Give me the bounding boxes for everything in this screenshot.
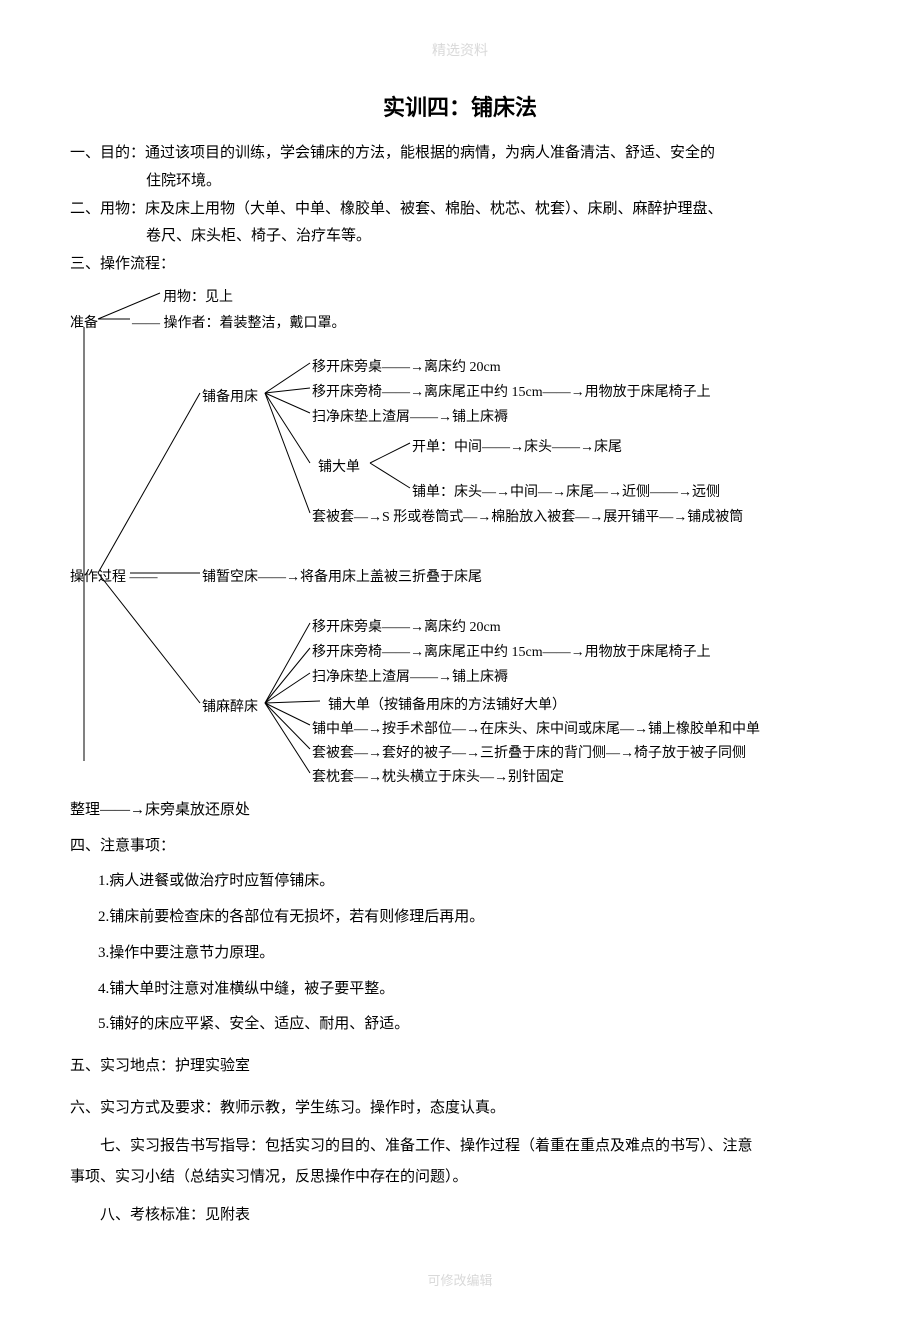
- sb-clean: 扫净床垫上渣屑——→铺上床褥: [312, 405, 508, 431]
- sb-beitao: 套被套—→S 形或卷筒式—→棉胎放入被套—→展开铺平—→铺成被筒: [312, 505, 743, 531]
- section-2: 二、用物：床及床上用物（大单、中单、橡胶单、被套、棉胎、枕芯、枕套）、床刷、麻醉…: [70, 196, 850, 224]
- section-2-text: 床及床上用物（大单、中单、橡胶单、被套、棉胎、枕芯、枕套）、床刷、麻醉护理盘、: [145, 201, 723, 217]
- watermark-bottom: 可修改编辑: [70, 1270, 850, 1289]
- section-1: 一、目的：通过该项目的训练，学会铺床的方法，能根据的病情，为病人准备清洁、舒适、…: [70, 140, 850, 168]
- section-4: 四、注意事项：: [70, 833, 850, 861]
- sb-move-table: 移开床旁桌——→离床约 20cm: [312, 355, 501, 381]
- sb-open: 开单：中间——→床头——→床尾: [412, 435, 622, 461]
- note-1: 1.病人进餐或做治疗时应暂停铺床。: [70, 868, 850, 896]
- ma-dadan: 铺大单（按铺备用床的方法铺好大单）: [328, 693, 566, 719]
- node-process: 操作过程 ——: [70, 565, 158, 591]
- sb-dadan: 铺大单: [318, 455, 360, 481]
- section-8: 八、考核标准：见附表: [70, 1202, 850, 1230]
- section-3-label: 三、操作流程：: [70, 256, 175, 272]
- sb-move-chair: 移开床旁椅——→离床尾正中约 15cm——→用物放于床尾椅子上: [312, 380, 711, 406]
- section-1-cont: 住院环境。: [70, 168, 850, 196]
- note-3: 3.操作中要注意节力原理。: [70, 940, 850, 968]
- node-prep-operator: —— 操作者：着装整洁，戴口罩。: [132, 311, 346, 337]
- ma-move-table: 移开床旁桌——→离床约 20cm: [312, 615, 501, 641]
- note-2: 2.铺床前要检查床的各部位有无损坏，若有则修理后再用。: [70, 904, 850, 932]
- section-7a: 七、实习报告书写指导：包括实习的目的、准备工作、操作过程（着重在重点及难点的书写…: [70, 1133, 850, 1161]
- node-spare-bed: 铺备用床: [202, 385, 258, 411]
- body: 一、目的：通过该项目的训练，学会铺床的方法，能根据的病情，为病人准备清洁、舒适、…: [70, 140, 850, 1230]
- section-6: 六、实习方式及要求：教师示教，学生练习。操作时，态度认真。: [70, 1095, 850, 1123]
- ma-zhentao: 套枕套—→枕头横立于床头—→别针固定: [312, 765, 564, 791]
- ma-beitao: 套被套—→套好的被子—→三折叠于床的背门侧—→椅子放于被子同侧: [312, 741, 746, 767]
- node-tidy: 整理——→床旁桌放还原处: [70, 797, 850, 825]
- page: 精选资料 实训四：铺床法 一、目的：通过该项目的训练，学会铺床的方法，能根据的病…: [0, 0, 920, 1319]
- section-5: 五、实习地点：护理实验室: [70, 1053, 850, 1081]
- note-4: 4.铺大单时注意对准横纵中缝，被子要平整。: [70, 976, 850, 1004]
- node-ma-bed: 铺麻醉床: [202, 695, 258, 721]
- section-3: 三、操作流程：: [70, 251, 850, 279]
- node-prep: 准备: [70, 311, 98, 337]
- ma-move-chair: 移开床旁椅——→离床尾正中约 15cm——→用物放于床尾椅子上: [312, 640, 711, 666]
- sb-pudan: 铺单：床头—→中间—→床尾—→近侧——→远侧: [412, 480, 720, 506]
- node-prep-items: 用物：见上: [163, 285, 233, 311]
- section-1-text: 通过该项目的训练，学会铺床的方法，能根据的病情，为病人准备清洁、舒适、安全的: [145, 145, 715, 161]
- note-5: 5.铺好的床应平紧、安全、适应、耐用、舒适。: [70, 1011, 850, 1039]
- node-temp-bed: 铺暂空床——→将备用床上盖被三折叠于床尾: [202, 565, 482, 591]
- document-title: 实训四：铺床法: [70, 90, 850, 122]
- section-1-label: 一、目的：: [70, 145, 145, 161]
- ma-clean: 扫净床垫上渣屑——→铺上床褥: [312, 665, 508, 691]
- flow-diagram: 准备 用物：见上 —— 操作者：着装整洁，戴口罩。 操作过程 —— 铺备用床 移…: [70, 283, 850, 783]
- section-2-label: 二、用物：: [70, 201, 145, 217]
- section-7b: 事项、实习小结（总结实习情况，反思操作中存在的问题）。: [70, 1164, 850, 1192]
- ma-zhongdan: 铺中单—→按手术部位—→在床头、床中间或床尾—→铺上橡胶单和中单: [312, 717, 760, 743]
- watermark-top: 精选资料: [70, 40, 850, 60]
- section-2-cont: 卷尺、床头柜、椅子、治疗车等。: [70, 223, 850, 251]
